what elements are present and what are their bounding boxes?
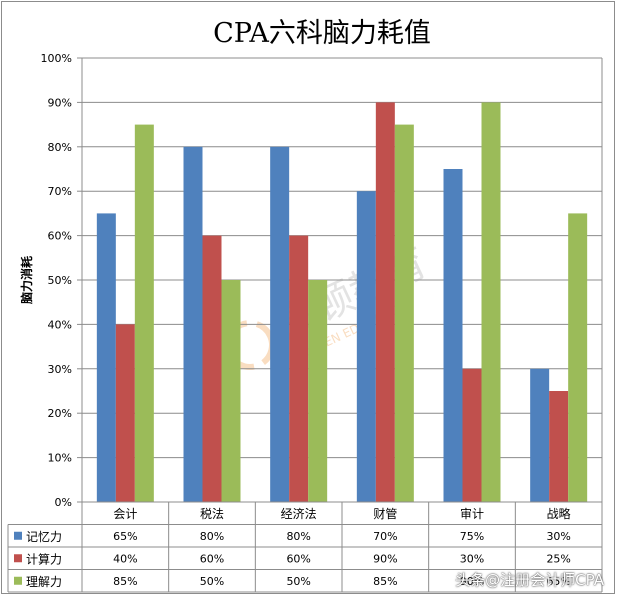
bar-5-2 (462, 368, 482, 502)
bar-4-2 (375, 102, 395, 503)
y-tick-label: 10% (48, 452, 72, 465)
bar-2-3 (221, 280, 241, 502)
data-label: 75% (460, 530, 484, 543)
x-tick-label: 财管 (373, 506, 397, 521)
y-tick-label: 70% (48, 185, 72, 198)
data-label: 40% (113, 552, 137, 565)
data-label: 85% (373, 575, 397, 588)
data-label: 30% (546, 530, 570, 543)
y-tick-label: 20% (48, 407, 72, 420)
legend-key-3 (14, 576, 22, 585)
bar-6-2 (549, 391, 569, 502)
data-label: 80% (200, 530, 224, 543)
data-label: 70% (373, 530, 397, 543)
x-tick-label: 税法 (200, 507, 224, 521)
y-tick-label: 30% (48, 363, 72, 376)
y-tick-label: 80% (48, 141, 72, 154)
bar-4-1 (356, 191, 376, 502)
bar-6-1 (530, 368, 550, 502)
bar-2-2 (202, 235, 222, 502)
data-label: 90% (373, 552, 397, 565)
bar-4-3 (394, 124, 414, 502)
data-label: 60% (286, 552, 310, 565)
data-label: 65% (113, 530, 137, 543)
data-label: 50% (286, 575, 310, 588)
data-label: 50% (200, 575, 224, 588)
y-tick-label: 60% (48, 230, 72, 243)
data-label: 65% (546, 575, 570, 588)
y-tick-label: 0% (55, 496, 72, 509)
bar-6-3 (568, 213, 588, 502)
bar-1-3 (134, 124, 154, 502)
bars (96, 102, 588, 503)
bar-1-2 (115, 324, 135, 502)
bar-1-1 (96, 213, 116, 502)
x-tick-label: 经济法 (281, 506, 317, 521)
bar-3-1 (270, 146, 290, 503)
bar-3-2 (289, 235, 309, 502)
legend-key-1 (14, 531, 22, 540)
y-tick-label: 90% (48, 96, 72, 109)
bar-5-3 (481, 102, 501, 503)
legend-label: 记忆力 (26, 530, 62, 544)
y-tick-label: 100% (41, 52, 72, 65)
credit-text: 头条@注册会计师CPA (455, 571, 604, 589)
data-label: 80% (286, 530, 310, 543)
bar-5-1 (443, 169, 463, 502)
y-tick-label: 50% (48, 274, 72, 287)
data-label: 30% (460, 552, 484, 565)
grid (81, 57, 603, 503)
data-label: 90% (460, 575, 484, 588)
bar-2-1 (183, 146, 203, 503)
legend-label: 计算力 (26, 551, 62, 566)
data-label: 25% (546, 552, 570, 565)
chart-title: CPA六科脑力耗值 (213, 18, 431, 49)
legend-key-2 (14, 554, 22, 563)
bar-3-3 (308, 280, 328, 502)
x-tick-label: 战略 (547, 506, 571, 521)
x-tick-label: 审计 (460, 506, 484, 521)
data-label: 85% (113, 575, 137, 588)
x-tick-label: 会计 (113, 507, 137, 521)
y-tick-label: 40% (48, 318, 72, 331)
y-axis: 0% 10% 20% 30% 40% 50% 60% 70% 80% 90% 100% (41, 52, 82, 509)
data-label: 60% (200, 552, 224, 565)
y-axis-label: 脑力消耗 (19, 256, 34, 305)
legend-label: 理解力 (26, 575, 62, 589)
